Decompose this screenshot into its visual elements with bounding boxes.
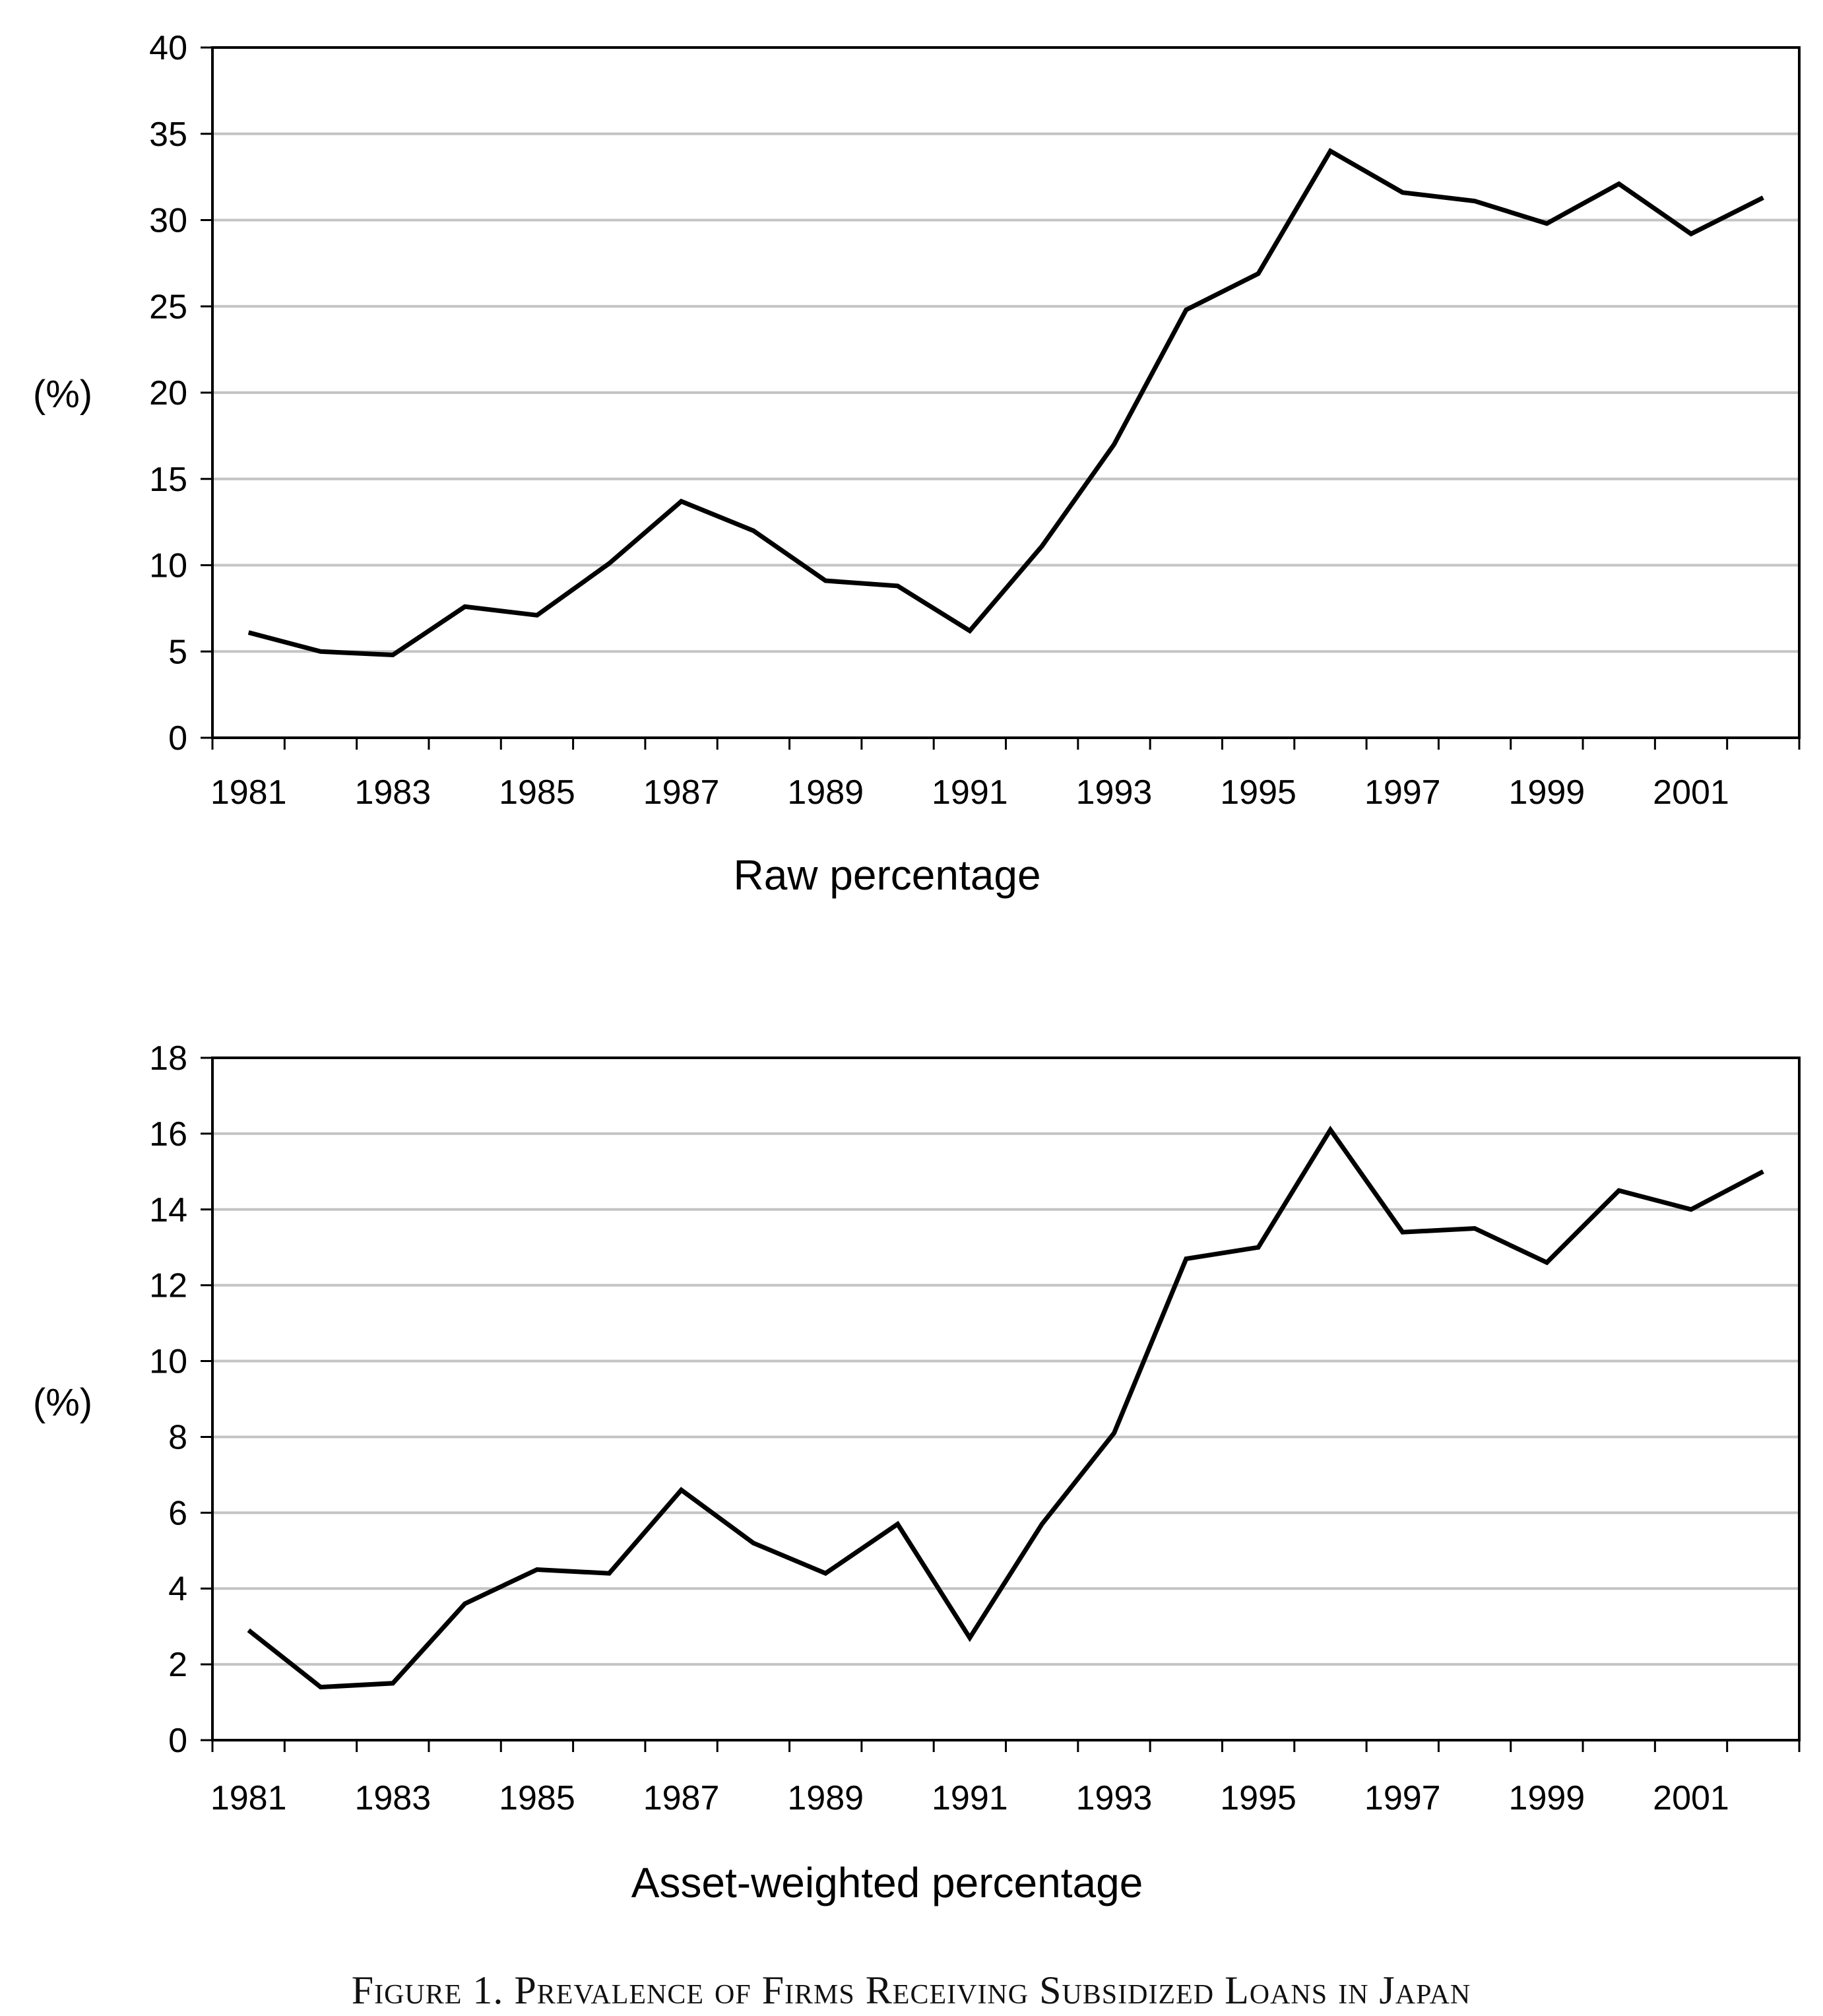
x-tick-label: 1989	[787, 773, 864, 812]
y-tick-label: 16	[149, 1115, 187, 1154]
x-tick-label: 1993	[1076, 1779, 1153, 1817]
x-tick-label: 1981	[210, 1779, 287, 1817]
y-axis-label: (%)	[33, 373, 92, 416]
x-tick-label: 1985	[499, 1779, 575, 1817]
y-axis-label: (%)	[33, 1381, 92, 1424]
x-tick-label: 1997	[1364, 773, 1441, 812]
y-tick-label: 25	[149, 288, 187, 326]
x-tick-label: 1995	[1220, 1779, 1296, 1817]
plot-frame	[211, 1057, 1801, 1741]
x-tick-label: 1999	[1509, 773, 1585, 812]
x-tick-label: 1995	[1220, 773, 1296, 812]
x-tick-label: 1985	[499, 773, 575, 812]
y-tick-label: 15	[149, 461, 187, 499]
x-tick-label: 1991	[932, 773, 1008, 812]
chart-subtitle: Asset-weighted percentage	[631, 1859, 1143, 1906]
y-tick-label: 30	[149, 202, 187, 240]
y-tick-label: 10	[149, 547, 187, 585]
y-tick-label: 35	[149, 115, 187, 154]
figure-caption: Figure 1. Prevalence of Firms Receiving …	[352, 1968, 1471, 2012]
y-tick-label: 12	[149, 1267, 187, 1305]
y-tick-label: 20	[149, 374, 187, 412]
y-tick-label: 6	[168, 1494, 187, 1532]
x-tick-label: 1987	[643, 1779, 720, 1817]
x-tick-label: 2001	[1653, 773, 1729, 812]
chart-subtitle: Raw percentage	[733, 851, 1040, 899]
series-line-0	[247, 148, 1764, 658]
x-tick-label: 1999	[1509, 1779, 1585, 1817]
x-tick-label: 1987	[643, 773, 720, 812]
x-tick-label: 1997	[1364, 1779, 1441, 1817]
x-tick-label: 1983	[354, 1779, 431, 1817]
y-tick-label: 0	[168, 1722, 187, 1760]
y-tick-label: 0	[168, 719, 187, 758]
x-tick-label: 1993	[1076, 773, 1153, 812]
y-tick-label: 8	[168, 1418, 187, 1456]
x-tick-label: 1983	[354, 773, 431, 812]
y-tick-label: 40	[149, 29, 187, 67]
y-tick-label: 10	[149, 1343, 187, 1381]
chart-raw-percentage: 0 5 10 15 20 25 30 35 40 1981 1983 1985 1987 1989 1991…	[33, 29, 1801, 899]
x-tick-label: 2001	[1653, 1779, 1729, 1817]
x-tick-label: 1981	[210, 773, 287, 812]
y-tick-label: 5	[168, 633, 187, 671]
series-line-0	[247, 1125, 1764, 1690]
x-tick-label: 1989	[787, 1779, 864, 1817]
y-tick-label: 2	[168, 1646, 187, 1684]
x-tick-label: 1991	[932, 1779, 1008, 1817]
y-tick-label: 18	[149, 1039, 187, 1078]
y-tick-label: 14	[149, 1191, 187, 1229]
y-tick-label: 4	[168, 1570, 187, 1608]
chart-asset-weighted-percentage: 0 2 4 6 8 10 12 14 16 18 1981 1983 1985 1987 1989 1991 1…	[33, 1039, 1801, 1906]
